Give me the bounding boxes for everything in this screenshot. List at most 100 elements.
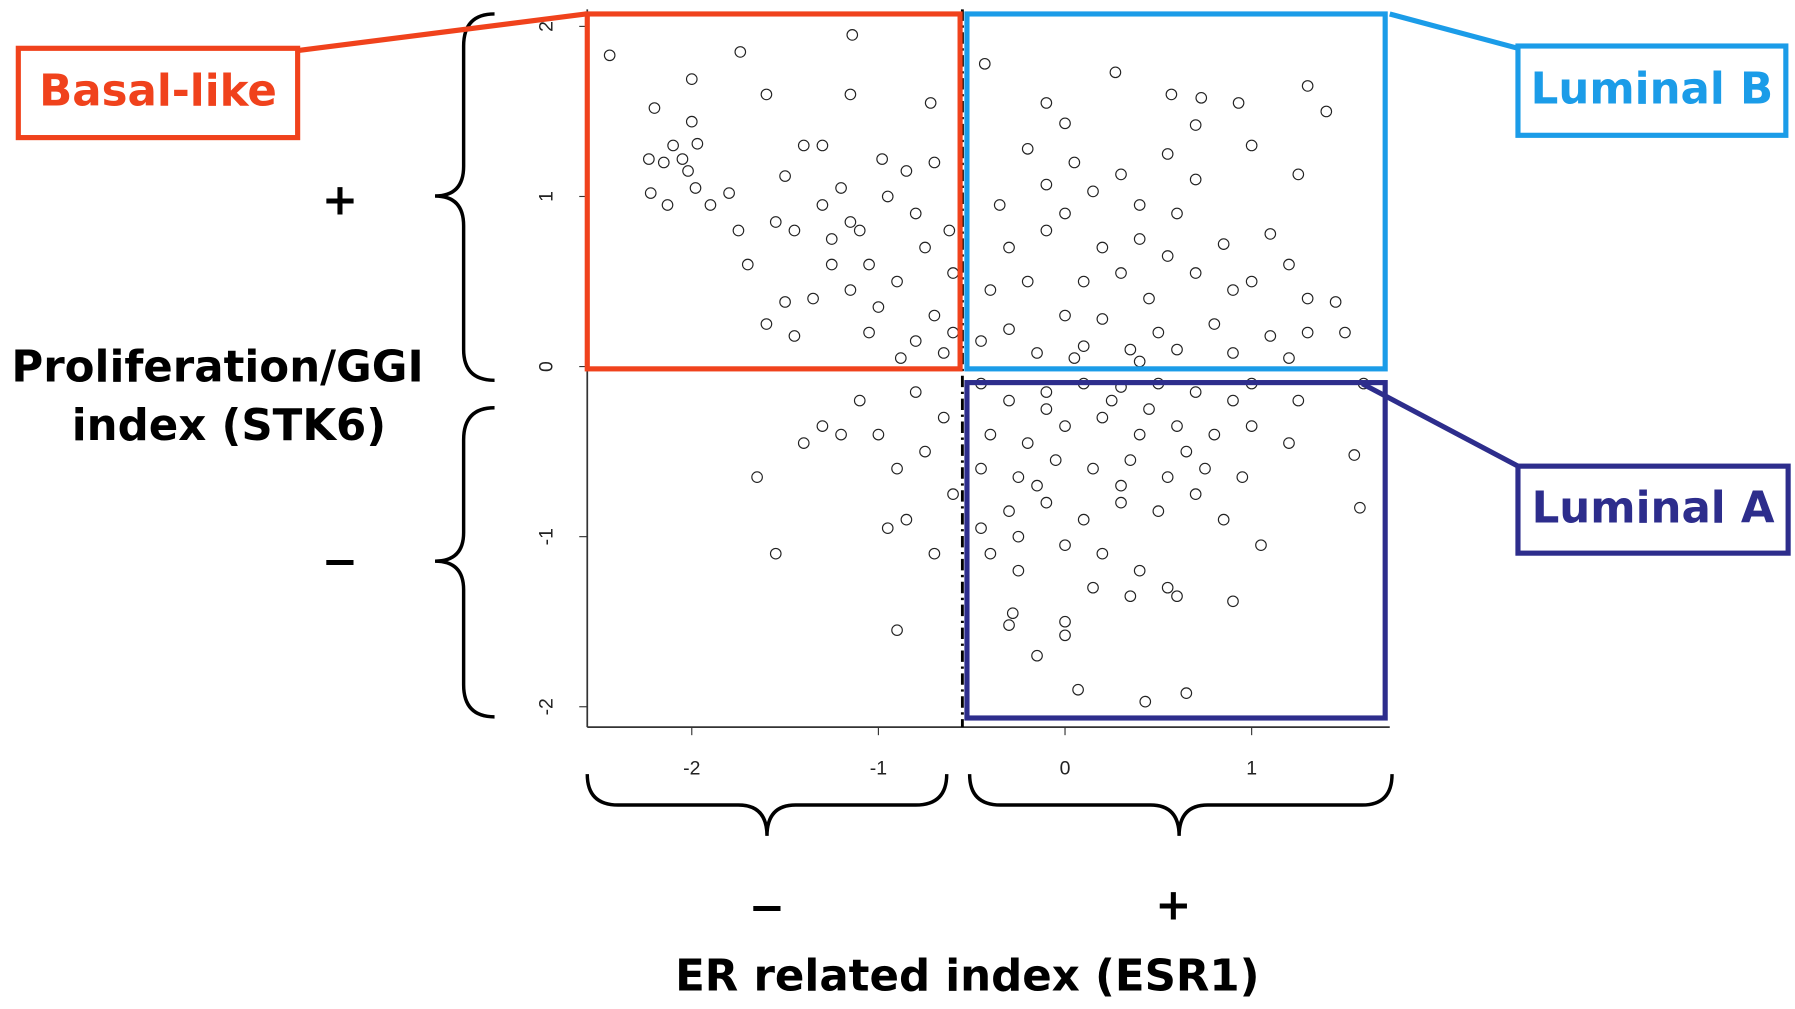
point [900, 165, 913, 177]
point [1096, 411, 1109, 424]
point [825, 233, 838, 245]
point [685, 73, 698, 85]
point [1264, 330, 1277, 342]
point [816, 420, 829, 432]
point [1171, 207, 1183, 220]
point [1096, 241, 1109, 254]
point [1232, 97, 1245, 109]
point [1245, 139, 1258, 152]
point [1133, 355, 1146, 368]
point [900, 513, 913, 526]
point [1003, 505, 1015, 517]
x-axis-label: ER related index (ESR1) [675, 952, 1259, 1002]
point [1021, 143, 1034, 155]
point [1105, 394, 1118, 407]
point [603, 49, 616, 62]
point [993, 199, 1006, 211]
point [1059, 117, 1071, 130]
point [1208, 428, 1221, 441]
point [648, 102, 661, 114]
point [732, 224, 745, 237]
brace [967, 774, 1394, 836]
point [1003, 394, 1015, 407]
quadrant-label: Luminal B [1531, 64, 1773, 114]
point [1199, 462, 1211, 475]
point [1040, 403, 1053, 415]
point [657, 156, 670, 169]
point [1003, 241, 1015, 254]
point [1021, 275, 1034, 288]
point [1059, 615, 1071, 628]
point [1040, 178, 1053, 191]
point [682, 165, 694, 177]
point [846, 29, 859, 41]
point [928, 547, 941, 560]
point [1021, 437, 1034, 449]
point [853, 224, 866, 237]
point [769, 547, 782, 560]
point [1227, 394, 1239, 407]
point [1217, 238, 1230, 250]
y-tick-label: 0 [535, 361, 557, 372]
point [881, 522, 894, 534]
point [1189, 119, 1202, 131]
point [1072, 683, 1084, 696]
point [984, 547, 997, 560]
point [1217, 513, 1230, 526]
point [1283, 352, 1295, 364]
point [1012, 530, 1025, 543]
point [1180, 445, 1193, 458]
point [881, 190, 894, 203]
point [816, 139, 829, 152]
point [1124, 454, 1137, 466]
x-tick-label: 0 [1060, 758, 1071, 780]
point [1227, 595, 1239, 608]
point [643, 153, 655, 165]
point [937, 411, 950, 424]
point [835, 182, 847, 194]
point [844, 88, 857, 101]
point [978, 57, 991, 70]
point [1320, 105, 1333, 118]
point [1096, 547, 1109, 560]
point [691, 137, 704, 150]
brace [585, 774, 949, 836]
point [760, 318, 773, 330]
point [919, 241, 931, 254]
point [1059, 309, 1071, 322]
point [1139, 695, 1152, 708]
point [891, 624, 903, 637]
point [1068, 352, 1081, 364]
y-tick-label: -1 [535, 528, 557, 545]
point [1195, 91, 1208, 104]
point [1077, 275, 1090, 288]
point [1227, 284, 1239, 296]
point [1040, 386, 1053, 398]
point [1329, 296, 1342, 308]
point [1161, 250, 1174, 262]
point [1012, 471, 1025, 483]
quadrant-label: Basal-like [39, 67, 277, 117]
point [1059, 539, 1071, 552]
point [1171, 343, 1183, 356]
point [947, 488, 959, 500]
point [1152, 326, 1165, 339]
label-box [1515, 43, 1789, 138]
point [825, 258, 838, 271]
point [1096, 313, 1109, 325]
y-tick-label: -2 [535, 698, 557, 715]
point [1301, 80, 1314, 92]
point [1283, 437, 1295, 449]
point [1143, 403, 1155, 415]
point [1152, 505, 1165, 517]
point [1236, 471, 1249, 483]
point [1348, 449, 1361, 461]
connector [1361, 381, 1520, 469]
point [779, 170, 791, 182]
point [1031, 649, 1043, 662]
point [1165, 88, 1178, 101]
point [734, 46, 747, 58]
point [797, 437, 810, 449]
point [689, 182, 702, 194]
point [872, 428, 885, 441]
